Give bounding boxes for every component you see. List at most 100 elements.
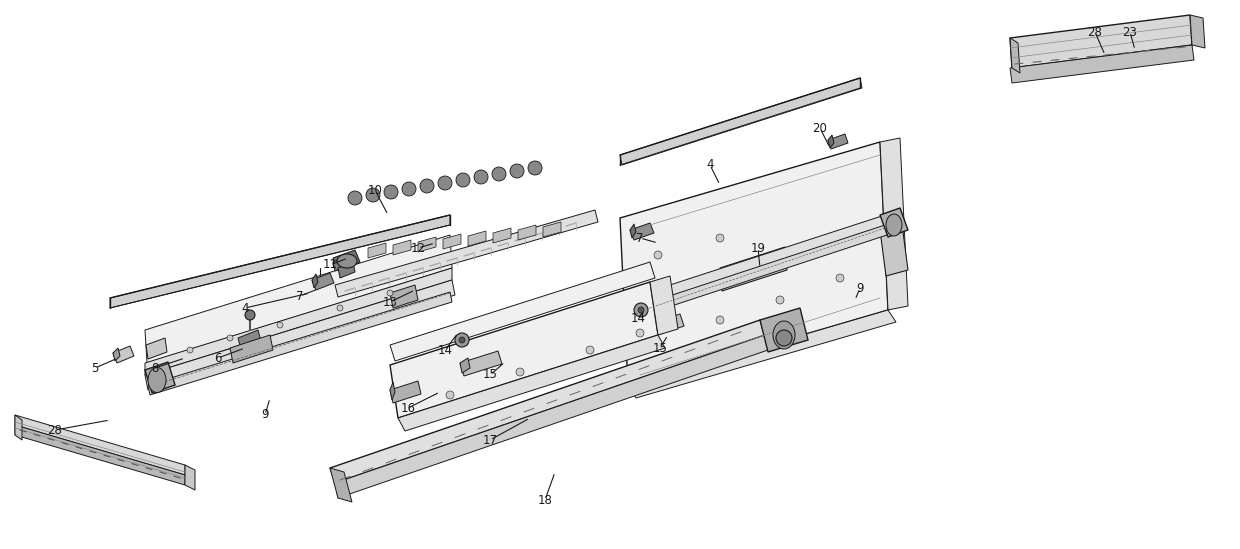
Polygon shape — [543, 222, 560, 237]
Circle shape — [227, 335, 233, 341]
Text: 13: 13 — [383, 295, 398, 309]
Text: 4: 4 — [242, 301, 249, 315]
Circle shape — [420, 179, 434, 193]
Text: 20: 20 — [812, 121, 827, 135]
Circle shape — [776, 296, 784, 304]
Polygon shape — [15, 425, 185, 485]
Ellipse shape — [148, 367, 166, 393]
Polygon shape — [391, 282, 658, 418]
Polygon shape — [334, 250, 360, 270]
Text: 28: 28 — [1087, 25, 1102, 38]
Ellipse shape — [887, 214, 901, 236]
Polygon shape — [312, 273, 334, 290]
Circle shape — [516, 368, 525, 376]
Circle shape — [402, 182, 415, 196]
Polygon shape — [368, 243, 386, 258]
Polygon shape — [238, 330, 262, 353]
Circle shape — [639, 307, 644, 313]
Text: 7: 7 — [296, 289, 304, 302]
Polygon shape — [494, 228, 511, 243]
Circle shape — [492, 167, 506, 181]
Polygon shape — [443, 234, 461, 249]
Circle shape — [187, 347, 193, 353]
Circle shape — [384, 185, 398, 199]
Text: 17: 17 — [482, 434, 497, 446]
Circle shape — [474, 170, 489, 184]
Polygon shape — [630, 215, 888, 311]
Text: 15: 15 — [652, 341, 667, 355]
Polygon shape — [649, 314, 684, 337]
Polygon shape — [497, 345, 532, 367]
Polygon shape — [330, 468, 352, 502]
Polygon shape — [210, 342, 252, 361]
Circle shape — [528, 161, 542, 175]
Polygon shape — [145, 235, 453, 363]
Circle shape — [634, 303, 649, 317]
Polygon shape — [650, 276, 678, 335]
Polygon shape — [880, 208, 908, 237]
Text: 16: 16 — [401, 401, 415, 414]
Text: 8: 8 — [151, 361, 159, 374]
Polygon shape — [312, 274, 317, 288]
Polygon shape — [467, 231, 486, 246]
Circle shape — [653, 251, 662, 259]
Polygon shape — [145, 268, 453, 375]
Polygon shape — [391, 382, 396, 400]
Circle shape — [387, 290, 393, 296]
Polygon shape — [113, 346, 134, 363]
Polygon shape — [398, 335, 665, 431]
Circle shape — [277, 322, 283, 328]
Text: 15: 15 — [482, 368, 497, 382]
Circle shape — [715, 316, 724, 324]
Circle shape — [715, 234, 724, 242]
Polygon shape — [630, 224, 636, 238]
Ellipse shape — [773, 321, 795, 349]
Text: 7: 7 — [636, 232, 644, 244]
Text: 12: 12 — [410, 242, 425, 255]
Polygon shape — [828, 134, 848, 149]
Polygon shape — [518, 225, 536, 240]
Polygon shape — [145, 362, 175, 393]
Polygon shape — [229, 335, 273, 363]
Text: 19: 19 — [750, 242, 765, 255]
Circle shape — [510, 164, 525, 178]
Text: 28: 28 — [47, 423, 62, 436]
Text: 23: 23 — [1122, 25, 1137, 38]
Polygon shape — [330, 320, 765, 483]
Polygon shape — [339, 262, 355, 278]
Text: 11: 11 — [322, 259, 337, 272]
Polygon shape — [649, 319, 663, 337]
Polygon shape — [460, 351, 502, 376]
Text: 9: 9 — [262, 408, 269, 422]
Polygon shape — [460, 358, 470, 373]
Polygon shape — [880, 224, 908, 276]
Polygon shape — [497, 350, 512, 367]
Text: 4: 4 — [707, 159, 714, 171]
Circle shape — [587, 346, 594, 354]
Polygon shape — [391, 381, 422, 403]
Polygon shape — [113, 348, 120, 361]
Polygon shape — [148, 292, 453, 395]
Circle shape — [459, 337, 465, 343]
Circle shape — [636, 329, 644, 337]
Text: 14: 14 — [438, 344, 453, 356]
Polygon shape — [185, 465, 195, 490]
Polygon shape — [828, 135, 835, 148]
Polygon shape — [1011, 15, 1192, 68]
Polygon shape — [630, 223, 653, 240]
Text: 18: 18 — [538, 494, 553, 507]
Polygon shape — [620, 78, 862, 165]
Polygon shape — [720, 247, 787, 291]
Polygon shape — [290, 318, 332, 336]
Polygon shape — [391, 285, 418, 308]
Ellipse shape — [337, 254, 357, 268]
Circle shape — [456, 173, 470, 187]
Polygon shape — [880, 138, 908, 310]
Polygon shape — [110, 215, 450, 308]
Polygon shape — [335, 210, 598, 297]
Polygon shape — [1190, 15, 1205, 48]
Polygon shape — [627, 310, 897, 398]
Polygon shape — [632, 225, 887, 318]
Polygon shape — [391, 262, 655, 361]
Polygon shape — [15, 415, 185, 475]
